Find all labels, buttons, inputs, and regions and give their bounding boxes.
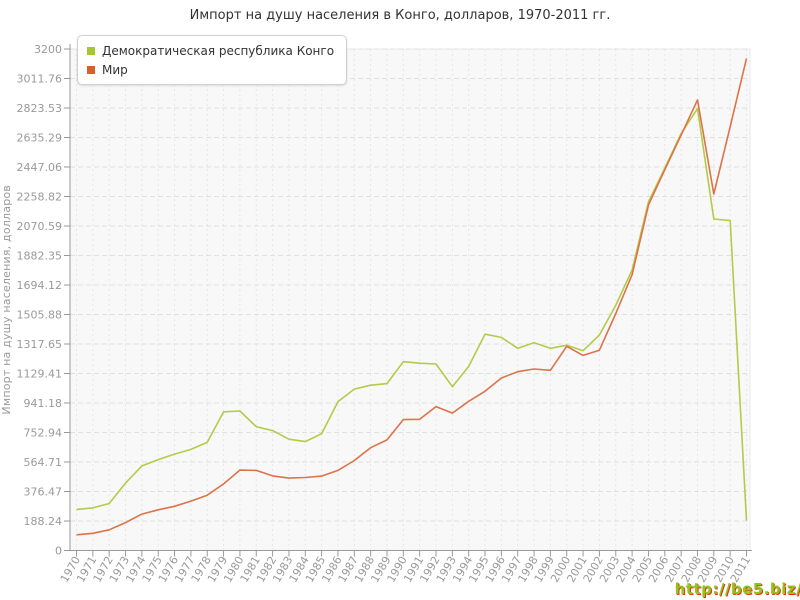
y-tick-label: 2635.29 [17,132,63,145]
y-tick-label: 1317.65 [17,338,63,351]
y-tick-label: 1129.41 [17,368,63,381]
legend-item-congo[interactable]: Демократическая республика Конго [87,41,334,60]
y-tick-label: 1505.88 [17,309,63,322]
watermark-link[interactable]: http://be5.biz/ [674,580,800,598]
y-tick-label: 752.94 [24,427,63,440]
y-tick-label: 376.47 [24,486,63,499]
plot-area [69,48,751,551]
legend: Демократическая республика Конго Мир [77,35,348,85]
x-gridlines [76,49,747,551]
legend-label-world: Мир [102,62,128,77]
y-tick-label: 2070.59 [17,220,63,233]
y-tick-label: 2258.82 [17,191,63,204]
series-line-world [76,58,748,536]
x-tick-labels: 1970197119721973197419751976197719781979… [58,554,753,585]
legend-marker-congo-icon [87,46,95,55]
y-tick-label: 1694.12 [17,279,63,292]
y-tick-label: 941.18 [24,397,63,410]
axes [64,44,752,557]
legend-item-world[interactable]: Мир [87,60,334,79]
y-tick-label: 2823.53 [17,102,63,115]
y-tick-label: 2447.06 [17,161,63,174]
y-tick-label: 3200 [34,43,62,56]
series-line-congo [76,107,748,521]
y-tick-label: 564.71 [24,456,63,469]
y-tick-labels: 0 188.24 376.47 564.71 752.94 941.18 1129.41 13… [17,43,63,558]
chart-title: Импорт на душу населения в Конго, доллар… [189,8,611,23]
y-tick-label: 1882.35 [17,250,63,263]
legend-marker-world-icon [87,65,95,74]
y-tick-label: 188.24 [24,515,63,528]
legend-label-congo: Демократическая республика Конго [102,43,335,58]
y-tick-label: 3011.76 [17,73,63,86]
y-tick-label: 0 [55,545,62,558]
